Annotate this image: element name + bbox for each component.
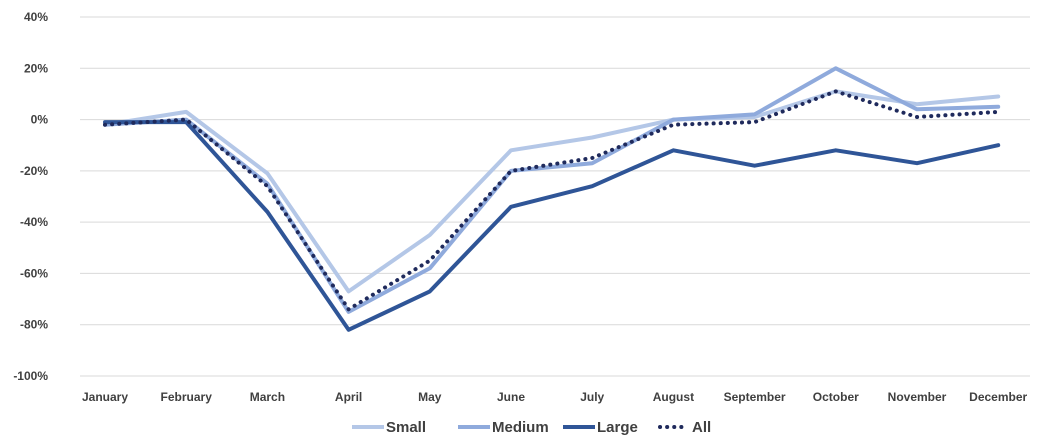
- series-lines: [103, 66, 1001, 332]
- series-line-medium: [103, 66, 1001, 314]
- series-line-small: [103, 89, 1001, 294]
- y-tick-label: -100%: [13, 369, 48, 383]
- y-tick-label: -20%: [20, 164, 48, 178]
- y-tick-label: -40%: [20, 215, 48, 229]
- x-tick-label: June: [497, 390, 525, 404]
- y-tick-label: 20%: [24, 61, 48, 75]
- series-line-large: [103, 120, 1001, 332]
- y-tick-label: -60%: [20, 266, 48, 280]
- x-tick-label: April: [335, 390, 362, 404]
- x-tick-label: October: [813, 390, 859, 404]
- x-tick-label: March: [250, 390, 285, 404]
- legend-label-large: Large: [597, 419, 638, 436]
- x-axis-ticks: January February March April May June July Augu…: [82, 390, 1028, 404]
- y-tick-label: 40%: [24, 10, 48, 24]
- x-tick-label: February: [161, 390, 213, 404]
- legend: Small Medium Large All: [352, 419, 711, 436]
- y-tick-label: -80%: [20, 318, 48, 332]
- x-tick-label: January: [82, 390, 128, 404]
- x-tick-label: July: [580, 390, 604, 404]
- x-tick-label: May: [418, 390, 442, 404]
- x-tick-label: September: [724, 390, 786, 404]
- legend-label-small: Small: [386, 419, 426, 436]
- legend-label-medium: Medium: [492, 419, 549, 436]
- x-tick-label: November: [888, 390, 947, 404]
- x-tick-label: August: [653, 390, 694, 404]
- gridlines: [80, 16, 1030, 377]
- legend-label-all: All: [692, 419, 711, 436]
- series-line-all: [103, 89, 1001, 312]
- x-tick-label: December: [969, 390, 1027, 404]
- y-axis-ticks: 40% 20% 0% -20% -40% -60% -80% -100%: [13, 10, 48, 383]
- y-tick-label: 0%: [31, 113, 49, 127]
